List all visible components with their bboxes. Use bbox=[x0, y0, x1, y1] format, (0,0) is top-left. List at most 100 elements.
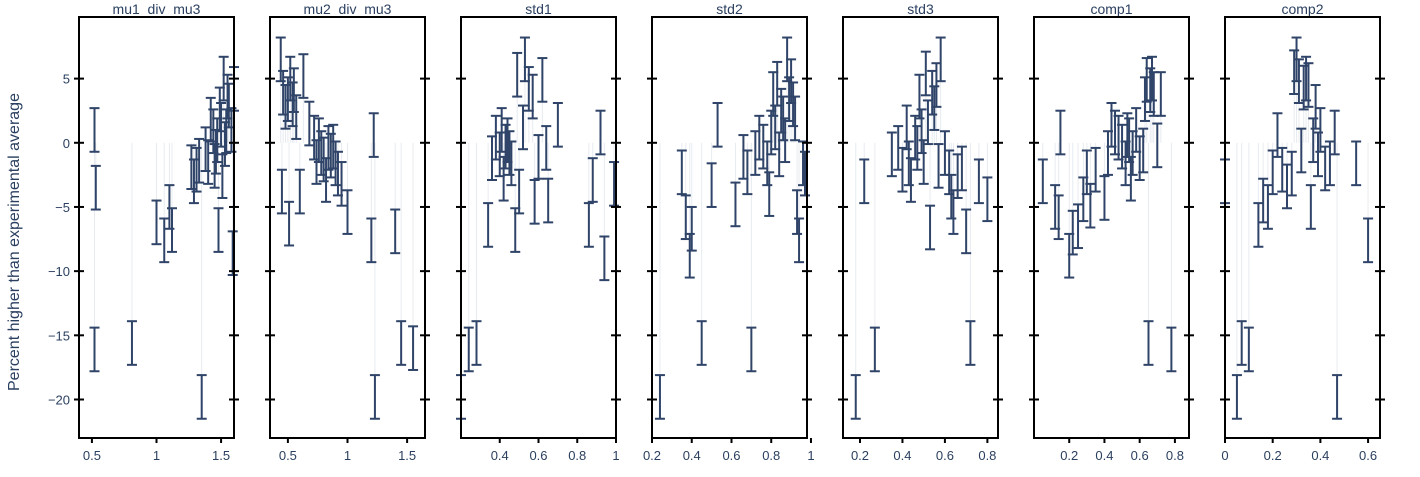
data-point bbox=[1085, 182, 1096, 229]
data-point bbox=[291, 94, 302, 140]
data-point bbox=[764, 171, 775, 217]
data-point bbox=[196, 374, 207, 420]
x-tick-label: 0.6 bbox=[1131, 448, 1149, 463]
panel-frame bbox=[460, 16, 617, 439]
x-tick-label: 0.8 bbox=[1166, 448, 1184, 463]
data-point bbox=[654, 374, 665, 420]
data-point bbox=[512, 51, 523, 98]
data-point bbox=[794, 217, 805, 264]
data-point bbox=[298, 53, 309, 99]
data-point bbox=[901, 104, 912, 151]
data-point bbox=[1147, 55, 1158, 102]
data-point bbox=[518, 104, 528, 151]
data-point bbox=[151, 199, 162, 246]
x-tick-label: 0.2 bbox=[1264, 448, 1282, 463]
data-point bbox=[1138, 127, 1149, 174]
data-point bbox=[390, 208, 401, 255]
x-tick-label: 0.5 bbox=[83, 448, 101, 463]
data-point bbox=[90, 164, 101, 211]
data-point bbox=[1296, 127, 1307, 174]
data-point bbox=[167, 207, 177, 253]
data-point bbox=[284, 200, 295, 247]
data-point bbox=[920, 50, 931, 97]
data-point bbox=[1155, 71, 1166, 117]
x-tick-label: 0.8 bbox=[762, 448, 780, 463]
x-tick-label: 0.2 bbox=[1060, 448, 1078, 463]
data-point bbox=[599, 235, 610, 282]
data-point bbox=[742, 149, 753, 196]
data-point bbox=[933, 143, 944, 189]
data-point bbox=[1289, 49, 1300, 96]
x-tick-label: 0.4 bbox=[683, 448, 701, 463]
data-point bbox=[1363, 217, 1374, 264]
x-tick-label: 0.2 bbox=[851, 448, 869, 463]
data-point bbox=[916, 108, 927, 155]
data-point bbox=[323, 125, 334, 171]
data-point bbox=[527, 73, 538, 120]
data-point bbox=[587, 157, 598, 203]
data-point bbox=[1329, 109, 1340, 156]
panel-title: std1 bbox=[525, 1, 552, 17]
x-tick-label: 0.4 bbox=[491, 448, 509, 463]
x-tick-label: 1 bbox=[153, 448, 160, 463]
data-point bbox=[946, 173, 957, 220]
data-point bbox=[471, 320, 482, 366]
panel-title: comp1 bbox=[1090, 1, 1132, 17]
data-point bbox=[396, 320, 407, 366]
data-point bbox=[1125, 155, 1136, 202]
data-point bbox=[965, 320, 976, 366]
data-point bbox=[1262, 184, 1273, 230]
panel-title: std2 bbox=[716, 1, 743, 17]
data-point bbox=[483, 202, 494, 248]
x-tick-label: 0.4 bbox=[1311, 448, 1329, 463]
data-point bbox=[1143, 320, 1154, 366]
panel-mu1_div_mu3: mu1_div_mu3 −20 −15 −10 −5 0 5 0.5 1 1.5 bbox=[48, 1, 239, 463]
data-point bbox=[1166, 326, 1177, 373]
panel-std2: std2 0.2 0.4 0.6 0.8 1 bbox=[643, 1, 815, 463]
data-point bbox=[973, 158, 984, 205]
data-point bbox=[903, 140, 914, 187]
y-tick-label: −10 bbox=[48, 264, 70, 279]
data-point bbox=[330, 140, 341, 187]
x-tick-label: 0.8 bbox=[568, 448, 586, 463]
data-point bbox=[463, 326, 474, 373]
data-point bbox=[1313, 131, 1323, 178]
x-tick-label: 1.5 bbox=[398, 448, 416, 463]
data-point bbox=[309, 114, 320, 161]
data-point bbox=[982, 176, 993, 223]
data-point bbox=[730, 181, 741, 228]
data-point bbox=[800, 150, 811, 197]
panel-comp2: comp2 0 0.2 0.4 0.6 bbox=[1220, 1, 1385, 463]
data-point bbox=[342, 189, 353, 235]
x-tick-label: 0.6 bbox=[722, 448, 740, 463]
data-point bbox=[89, 107, 100, 153]
data-point bbox=[537, 57, 548, 103]
data-point bbox=[510, 207, 521, 253]
data-point bbox=[790, 95, 801, 142]
panel-title: mu2_div_mu3 bbox=[304, 1, 392, 17]
data-point bbox=[294, 168, 305, 215]
data-point bbox=[869, 326, 880, 373]
data-point bbox=[676, 149, 687, 196]
data-point bbox=[956, 145, 967, 192]
data-point bbox=[1351, 140, 1362, 187]
panel-std1: std1 0.4 0.6 0.8 1 bbox=[456, 1, 621, 463]
data-point bbox=[159, 217, 170, 264]
data-point bbox=[1073, 203, 1084, 250]
y-axis-label: Percent higher than experimental average bbox=[6, 93, 23, 391]
data-point bbox=[1305, 184, 1316, 230]
data-point bbox=[1303, 62, 1314, 108]
panel-title: comp2 bbox=[1281, 1, 1323, 17]
panel-comp1: comp1 0.2 0.4 0.6 0.8 bbox=[1029, 1, 1194, 463]
data-point bbox=[1277, 146, 1288, 193]
data-point bbox=[1282, 163, 1292, 210]
data-point bbox=[935, 36, 946, 83]
data-point bbox=[1099, 175, 1110, 221]
data-point bbox=[325, 132, 336, 179]
data-point bbox=[859, 158, 870, 205]
x-tick-label: 1 bbox=[344, 448, 351, 463]
data-point bbox=[280, 84, 291, 130]
data-point bbox=[1308, 117, 1319, 164]
